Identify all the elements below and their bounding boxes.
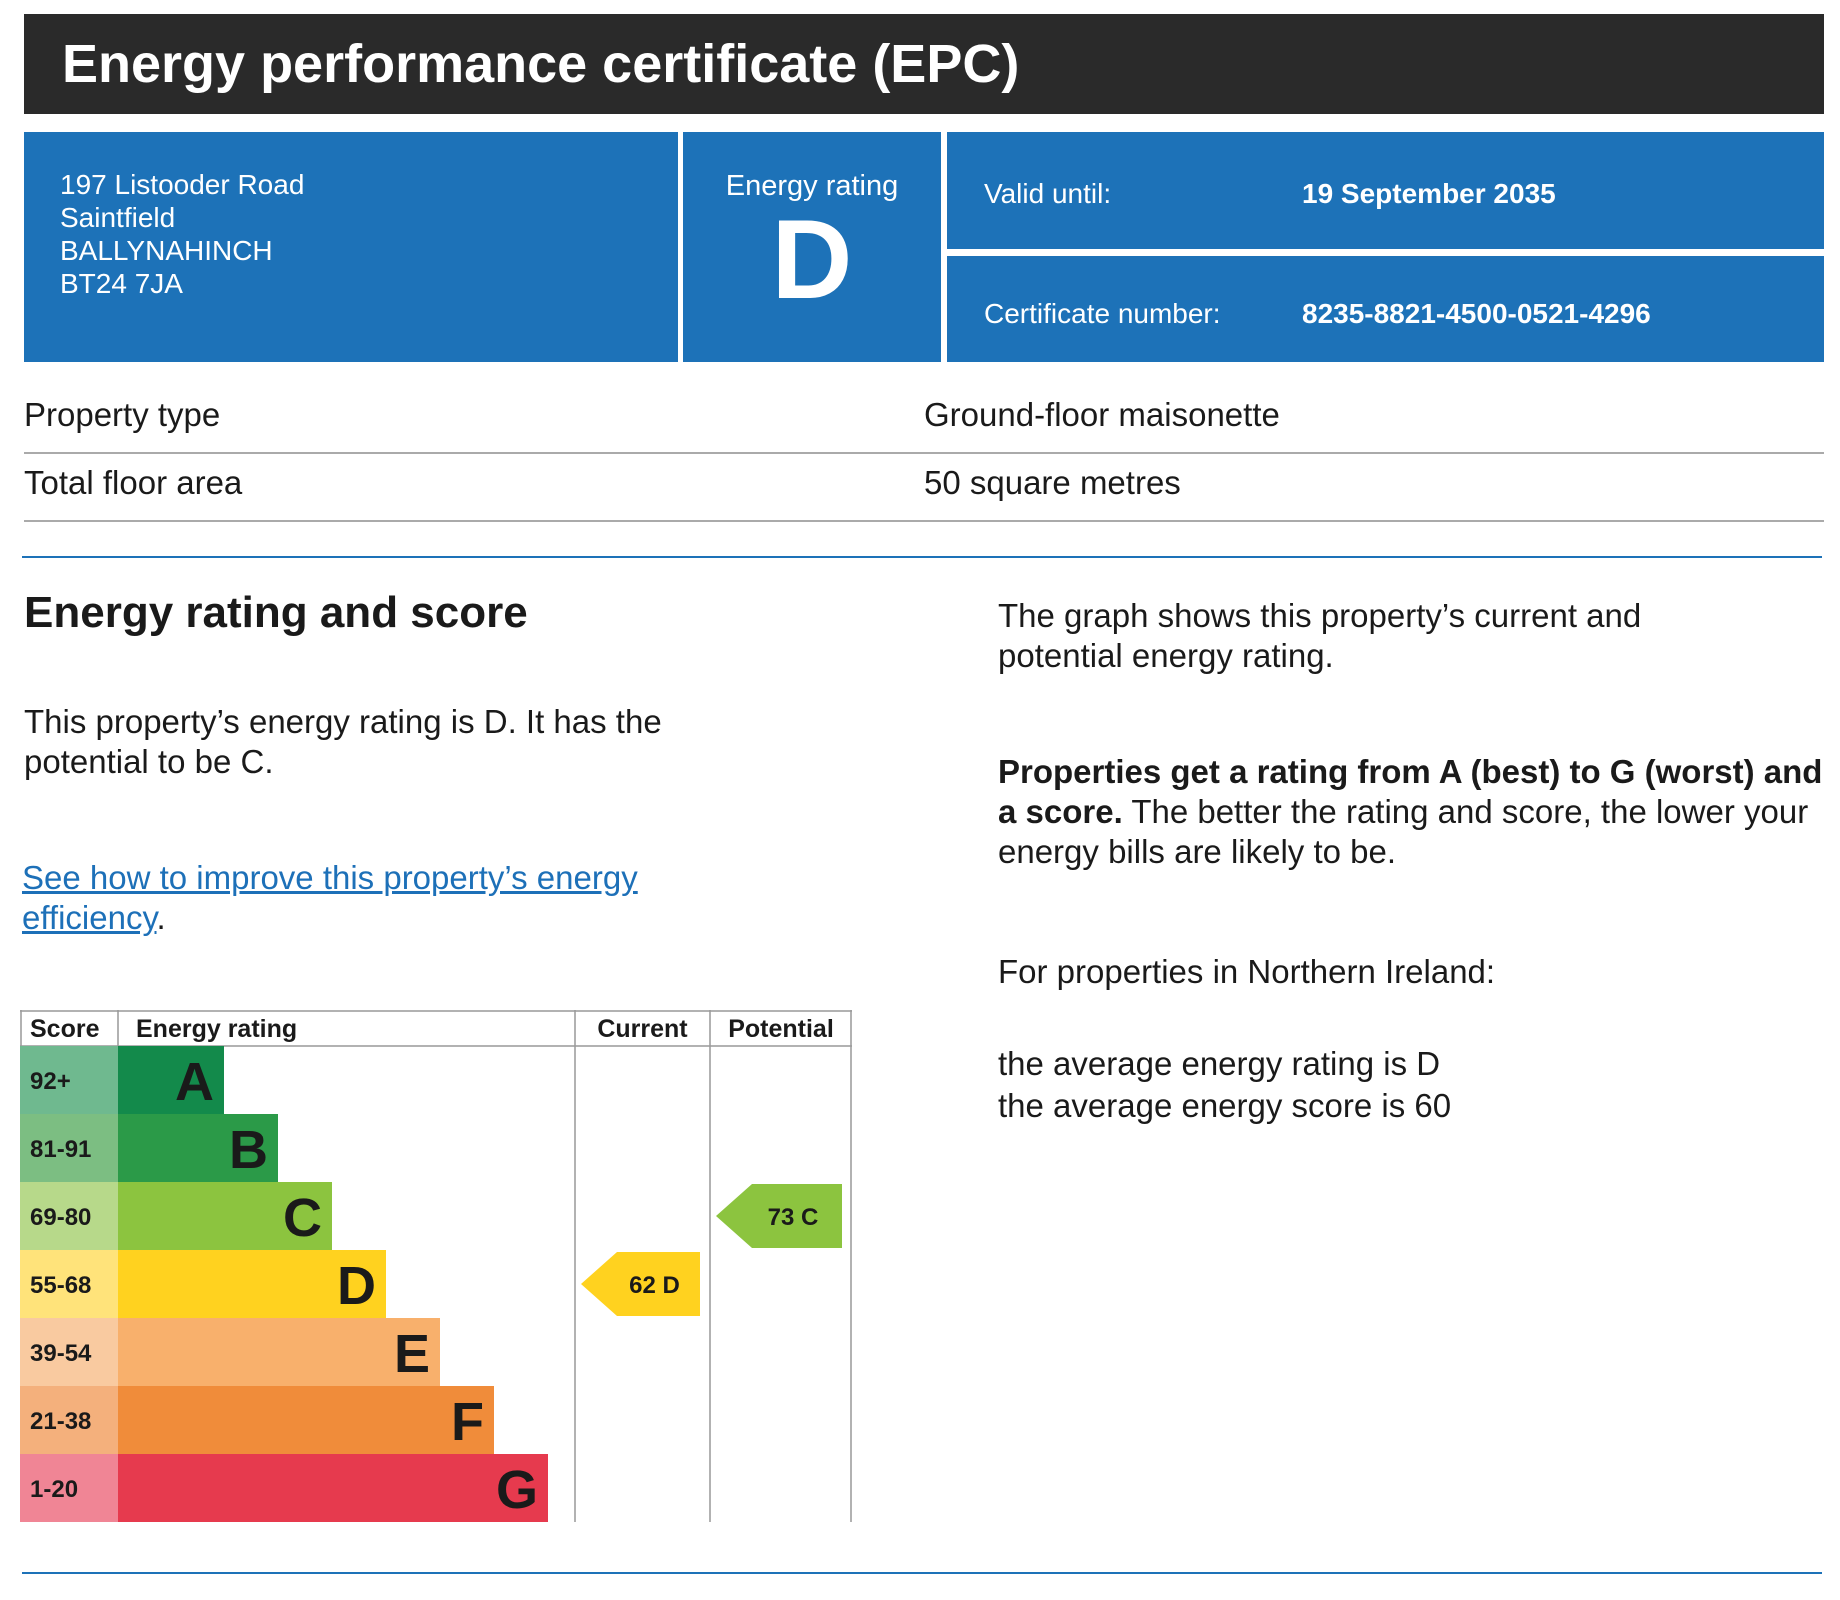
address-line: BT24 7JA (60, 268, 183, 299)
potential-rating-arrow (716, 1184, 842, 1248)
valid-until-box: Valid until: 19 September 2035 (947, 132, 1824, 249)
section-heading: Energy rating and score (24, 588, 528, 637)
address-line: BALLYNAHINCH (60, 235, 273, 266)
rating-explanation-rest: The better the rating and score, the low… (998, 793, 1809, 870)
page-bottom-divider (22, 1572, 1822, 1574)
energy-rating-label: Energy rating (725, 170, 899, 202)
property-type-label: Property type (24, 396, 221, 433)
improve-efficiency-link[interactable]: See how to improve this property’s energ… (22, 859, 638, 936)
property-type-row: Property type Ground-floor maisonette (24, 386, 1824, 454)
chart-header-current: Current (597, 1015, 688, 1043)
graph-note: The graph shows this property’s current … (998, 597, 1642, 674)
average-score: the average energy score is 60 (998, 1087, 1452, 1124)
chart-score-range: 55-68 (30, 1272, 91, 1299)
chart-score-range: 21-38 (30, 1408, 91, 1435)
chart-score-range: 39-54 (30, 1340, 92, 1367)
energy-rating-chart-svg: Score Energy rating Current Potential 92+ A 81… (20, 1010, 852, 1522)
chart-bar-b (118, 1114, 278, 1182)
energy-rating-box: Energy rating D (683, 132, 941, 362)
rating-explanation: Properties get a rating from A (best) to… (998, 752, 1828, 872)
chart-bar-g (118, 1454, 548, 1522)
rating-explanation-bold: Properties get a rating from A (best) to… (998, 753, 1823, 830)
chart-bar-c (118, 1182, 332, 1250)
chart-bar-letter: G (496, 1460, 538, 1520)
valid-until-value: 19 September 2035 (1302, 178, 1556, 209)
average-rating: the average energy rating is D (998, 1045, 1441, 1082)
chart-bar-letter: C (283, 1188, 322, 1248)
energy-rating-letter: D (771, 197, 853, 322)
chart-score-cell (20, 1114, 118, 1182)
address-block: 197 Listooder Road Saintfield BALLYNAHIN… (24, 132, 678, 362)
improve-link-paragraph: See how to improve this property’s energ… (22, 858, 742, 938)
floor-area-label: Total floor area (24, 464, 243, 501)
floor-area-row: Total floor area 50 square metres (24, 454, 1824, 522)
chart-bar-letter: D (337, 1256, 376, 1316)
chart-score-range: 92+ (30, 1068, 71, 1095)
chart-header-potential: Potential (728, 1015, 834, 1043)
property-type-value: Ground-floor maisonette (924, 396, 1280, 433)
chart-header-rating: Energy rating (136, 1015, 297, 1043)
link-suffix: . (156, 899, 166, 936)
chart-bar-d (118, 1250, 386, 1318)
chart-bar-letter: E (394, 1324, 430, 1384)
chart-score-range: 1-20 (30, 1476, 78, 1503)
chart-score-range: 81-91 (30, 1136, 91, 1163)
certificate-number-box: Certificate number: 8235-8821-4500-0521-… (947, 256, 1824, 362)
address-line: 197 Listooder Road (60, 169, 305, 200)
rating-summary: This property’s energy rating is D. It h… (24, 703, 662, 780)
chart-bar-e (118, 1318, 440, 1386)
chart-bar-f (118, 1386, 494, 1454)
chart-score-cell (20, 1182, 118, 1250)
floor-area-value: 50 square metres (924, 464, 1181, 501)
chart-bar-letter: F (451, 1392, 484, 1452)
chart-header-score: Score (30, 1015, 100, 1043)
certificate-number-value: 8235-8821-4500-0521-4296 (1302, 298, 1651, 329)
potential-rating-label: 73 C (768, 1204, 819, 1231)
chart-bar-letter: A (175, 1052, 214, 1112)
chart-score-cell (20, 1046, 118, 1114)
chart-score-range: 69-80 (30, 1204, 91, 1231)
certificate-number-label: Certificate number: (984, 298, 1221, 329)
current-rating-arrow (581, 1252, 700, 1316)
address-line: Saintfield (60, 202, 176, 233)
chart-score-cell (20, 1318, 118, 1386)
chart-score-cell (20, 1250, 118, 1318)
valid-until-label: Valid until: (984, 178, 1112, 209)
section-divider (22, 556, 1822, 558)
energy-rating-chart: Score Energy rating Current Potential 92+ A 81… (20, 1010, 852, 1524)
chart-score-cell (20, 1386, 118, 1454)
page-title: Energy performance certificate (EPC) (24, 14, 1824, 114)
chart-score-cell (20, 1454, 118, 1522)
ni-intro: For properties in Northern Ireland: (998, 953, 1496, 990)
chart-bar-letter: B (229, 1120, 268, 1180)
current-rating-label: 62 D (629, 1272, 680, 1299)
chart-bar-a (118, 1046, 224, 1114)
